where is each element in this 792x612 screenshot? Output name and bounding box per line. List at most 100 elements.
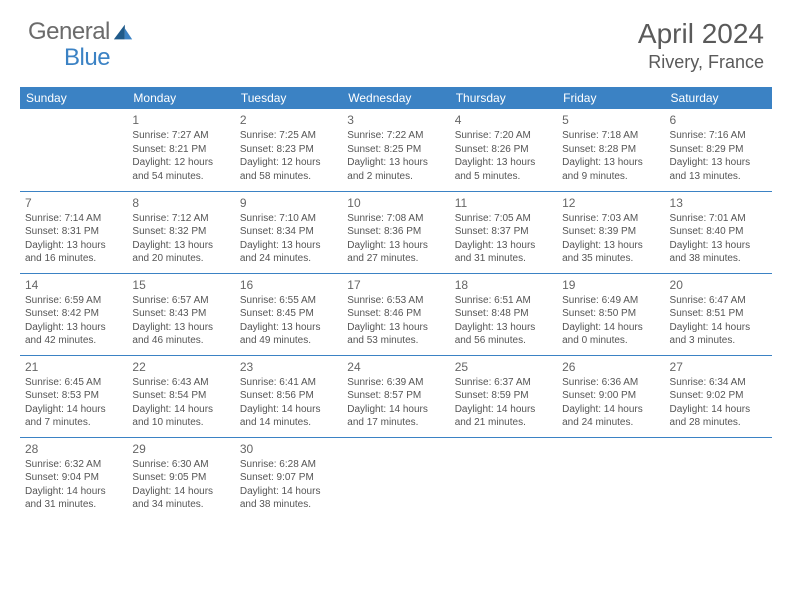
sunrise-line: Sunrise: 7:05 AM [455,212,552,226]
daylight-line: Daylight: 13 hours and 9 minutes. [562,156,659,183]
day-number: 12 [562,195,659,211]
week-row: 21Sunrise: 6:45 AMSunset: 8:53 PMDayligh… [20,355,772,437]
day-cell: 27Sunrise: 6:34 AMSunset: 9:02 PMDayligh… [665,355,772,437]
day-number: 30 [240,441,337,457]
day-number: 9 [240,195,337,211]
dow-header: Tuesday [235,87,342,109]
daylight-line: Daylight: 14 hours and 7 minutes. [25,403,122,430]
sunset-line: Sunset: 8:29 PM [670,143,767,157]
month-title: April 2024 [638,18,764,50]
calendar-table: SundayMondayTuesdayWednesdayThursdayFrid… [20,87,772,519]
sunset-line: Sunset: 8:25 PM [347,143,444,157]
sunrise-line: Sunrise: 6:39 AM [347,376,444,390]
sunset-line: Sunset: 9:07 PM [240,471,337,485]
day-number: 27 [670,359,767,375]
day-cell: 30Sunrise: 6:28 AMSunset: 9:07 PMDayligh… [235,437,342,519]
sunrise-line: Sunrise: 6:55 AM [240,294,337,308]
daylight-line: Daylight: 14 hours and 0 minutes. [562,321,659,348]
sunset-line: Sunset: 8:54 PM [132,389,229,403]
daylight-line: Daylight: 13 hours and 2 minutes. [347,156,444,183]
sunrise-line: Sunrise: 6:49 AM [562,294,659,308]
day-number: 3 [347,112,444,128]
sunrise-line: Sunrise: 6:28 AM [240,458,337,472]
sunrise-line: Sunrise: 6:41 AM [240,376,337,390]
day-cell: 18Sunrise: 6:51 AMSunset: 8:48 PMDayligh… [450,273,557,355]
sunset-line: Sunset: 8:21 PM [132,143,229,157]
day-number: 13 [670,195,767,211]
daylight-line: Daylight: 14 hours and 28 minutes. [670,403,767,430]
daylight-line: Daylight: 14 hours and 31 minutes. [25,485,122,512]
week-row: 1Sunrise: 7:27 AMSunset: 8:21 PMDaylight… [20,109,772,191]
sunrise-line: Sunrise: 7:20 AM [455,129,552,143]
sunset-line: Sunset: 8:36 PM [347,225,444,239]
day-number: 18 [455,277,552,293]
day-number: 2 [240,112,337,128]
day-cell: 3Sunrise: 7:22 AMSunset: 8:25 PMDaylight… [342,109,449,191]
day-cell: 2Sunrise: 7:25 AMSunset: 8:23 PMDaylight… [235,109,342,191]
day-number: 21 [25,359,122,375]
daylight-line: Daylight: 14 hours and 21 minutes. [455,403,552,430]
sunset-line: Sunset: 8:39 PM [562,225,659,239]
day-number: 16 [240,277,337,293]
sunrise-line: Sunrise: 6:30 AM [132,458,229,472]
dow-header: Friday [557,87,664,109]
dow-header: Saturday [665,87,772,109]
sunset-line: Sunset: 8:51 PM [670,307,767,321]
day-cell: 1Sunrise: 7:27 AMSunset: 8:21 PMDaylight… [127,109,234,191]
sunset-line: Sunset: 8:40 PM [670,225,767,239]
day-cell: 7Sunrise: 7:14 AMSunset: 8:31 PMDaylight… [20,191,127,273]
sunrise-line: Sunrise: 6:36 AM [562,376,659,390]
day-cell [557,437,664,519]
logo-text-general: General [28,18,110,46]
day-cell [665,437,772,519]
day-cell: 29Sunrise: 6:30 AMSunset: 9:05 PMDayligh… [127,437,234,519]
day-number: 10 [347,195,444,211]
sunrise-line: Sunrise: 6:59 AM [25,294,122,308]
sunset-line: Sunset: 8:37 PM [455,225,552,239]
sunrise-line: Sunrise: 6:51 AM [455,294,552,308]
day-cell: 9Sunrise: 7:10 AMSunset: 8:34 PMDaylight… [235,191,342,273]
sunset-line: Sunset: 8:59 PM [455,389,552,403]
sunset-line: Sunset: 9:00 PM [562,389,659,403]
day-cell: 26Sunrise: 6:36 AMSunset: 9:00 PMDayligh… [557,355,664,437]
sunset-line: Sunset: 8:50 PM [562,307,659,321]
sunrise-line: Sunrise: 6:43 AM [132,376,229,390]
dow-header: Monday [127,87,234,109]
dow-header: Wednesday [342,87,449,109]
sunset-line: Sunset: 8:56 PM [240,389,337,403]
dow-row: SundayMondayTuesdayWednesdayThursdayFrid… [20,87,772,109]
day-cell [20,109,127,191]
day-cell: 8Sunrise: 7:12 AMSunset: 8:32 PMDaylight… [127,191,234,273]
day-number: 23 [240,359,337,375]
day-cell: 25Sunrise: 6:37 AMSunset: 8:59 PMDayligh… [450,355,557,437]
sunrise-line: Sunrise: 6:53 AM [347,294,444,308]
day-number: 8 [132,195,229,211]
day-cell: 23Sunrise: 6:41 AMSunset: 8:56 PMDayligh… [235,355,342,437]
day-number: 19 [562,277,659,293]
sunrise-line: Sunrise: 7:25 AM [240,129,337,143]
sunset-line: Sunset: 8:57 PM [347,389,444,403]
daylight-line: Daylight: 13 hours and 16 minutes. [25,239,122,266]
day-number: 4 [455,112,552,128]
day-number: 6 [670,112,767,128]
daylight-line: Daylight: 13 hours and 53 minutes. [347,321,444,348]
day-number: 5 [562,112,659,128]
daylight-line: Daylight: 13 hours and 24 minutes. [240,239,337,266]
day-number: 22 [132,359,229,375]
day-cell: 15Sunrise: 6:57 AMSunset: 8:43 PMDayligh… [127,273,234,355]
day-number: 28 [25,441,122,457]
logo: General [28,18,136,46]
sunset-line: Sunset: 8:28 PM [562,143,659,157]
day-number: 24 [347,359,444,375]
day-cell: 17Sunrise: 6:53 AMSunset: 8:46 PMDayligh… [342,273,449,355]
day-cell: 14Sunrise: 6:59 AMSunset: 8:42 PMDayligh… [20,273,127,355]
daylight-line: Daylight: 13 hours and 46 minutes. [132,321,229,348]
day-number: 17 [347,277,444,293]
daylight-line: Daylight: 13 hours and 35 minutes. [562,239,659,266]
sunset-line: Sunset: 8:45 PM [240,307,337,321]
sunset-line: Sunset: 8:53 PM [25,389,122,403]
sunset-line: Sunset: 8:23 PM [240,143,337,157]
day-number: 1 [132,112,229,128]
sunset-line: Sunset: 8:32 PM [132,225,229,239]
sunset-line: Sunset: 8:42 PM [25,307,122,321]
